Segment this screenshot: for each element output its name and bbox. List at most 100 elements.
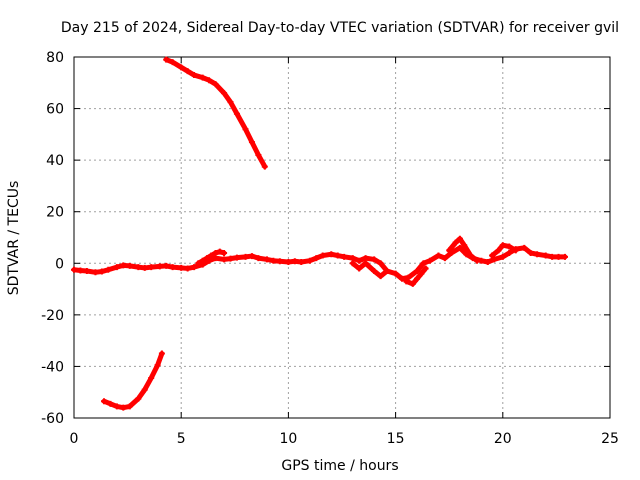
data-point: [156, 263, 163, 270]
data-point: [135, 395, 142, 402]
data-point: [221, 256, 228, 263]
axis-ticks: 0 5 10 15 20 25 -60 -40 -20 0 20 40 60 80: [41, 50, 619, 447]
data-point: [248, 139, 255, 146]
data-point: [233, 110, 240, 117]
data-point: [467, 252, 474, 259]
x-tick-label: 15: [387, 431, 405, 447]
chart-title: Day 215 of 2024, Sidereal Day-to-day VTE…: [61, 20, 619, 36]
data-point: [334, 252, 341, 259]
data-point: [377, 260, 384, 267]
data-point: [248, 253, 255, 260]
data-point: [506, 249, 513, 256]
series-wave-d: [446, 235, 481, 264]
x-axis-label: GPS time / hours: [281, 458, 398, 474]
data-point: [349, 260, 356, 267]
data-point: [221, 249, 228, 256]
data-point: [242, 253, 249, 260]
data-point: [561, 253, 568, 260]
data-point: [495, 247, 502, 254]
data-point: [212, 249, 219, 256]
data-point: [77, 267, 84, 274]
series-wave-e: [489, 242, 519, 259]
data-point: [441, 255, 448, 262]
data-point: [362, 255, 369, 262]
x-tick-label: 0: [70, 431, 79, 447]
data-point: [120, 262, 127, 269]
series-wave-b: [349, 260, 391, 280]
data-point: [446, 247, 453, 254]
data-point: [306, 257, 313, 264]
data-point: [212, 255, 219, 262]
data-point: [101, 398, 108, 405]
data-point: [349, 255, 356, 262]
data-point: [221, 90, 228, 97]
data-point: [113, 264, 120, 271]
y-tick-label: 60: [46, 102, 64, 118]
data-point: [356, 265, 363, 272]
data-point: [199, 74, 206, 81]
data-point: [356, 257, 363, 264]
data-point: [255, 255, 262, 262]
data-point: [298, 258, 305, 265]
data-point: [105, 266, 112, 273]
data-point: [233, 254, 240, 261]
data-point: [263, 256, 270, 263]
data-point: [71, 266, 77, 273]
data-point: [403, 278, 410, 285]
data-point: [555, 253, 562, 260]
data-point: [452, 239, 459, 246]
data-point: [270, 257, 277, 264]
data-point: [169, 59, 176, 66]
data-point: [208, 252, 215, 259]
data-point: [178, 64, 185, 71]
data-point: [184, 68, 191, 75]
data-point: [461, 242, 468, 249]
data-point: [184, 265, 191, 272]
data-point: [399, 275, 406, 282]
y-axis-label: SDTVAR / TECUs: [6, 181, 22, 296]
data-point: [422, 265, 429, 272]
data-point: [371, 268, 378, 275]
data-point: [362, 260, 369, 267]
data-point: [409, 280, 416, 287]
y-tick-label: 40: [46, 153, 64, 169]
y-tick-label: -60: [41, 411, 64, 427]
data-point: [384, 268, 391, 275]
data-point: [484, 258, 491, 265]
plot-frame: [73, 56, 611, 419]
data-point: [163, 262, 170, 269]
data-point: [499, 242, 506, 249]
data-point: [542, 252, 549, 259]
data-point: [328, 251, 335, 258]
data-point: [255, 151, 262, 158]
data-point: [199, 257, 206, 264]
data-point: [141, 264, 148, 271]
series-wave-c: [403, 265, 429, 287]
data-point: [512, 247, 519, 254]
data-point: [276, 258, 283, 265]
data-point: [163, 56, 170, 63]
data-point: [191, 264, 198, 271]
data-point: [148, 264, 155, 271]
data-point: [126, 403, 133, 410]
data-point: [377, 273, 384, 280]
data-point: [203, 255, 210, 262]
data-point: [489, 252, 496, 259]
data-point: [392, 270, 399, 277]
data-point: [120, 404, 127, 411]
data-point: [83, 268, 90, 275]
y-tick-label: 0: [55, 256, 64, 272]
data-point: [126, 262, 133, 269]
data-point: [313, 255, 320, 262]
data-point: [154, 362, 161, 369]
data-point: [98, 268, 105, 275]
data-point: [435, 252, 442, 259]
data-point: [141, 386, 148, 393]
data-point: [216, 248, 223, 255]
data-point: [341, 253, 348, 260]
x-tick-label: 25: [601, 431, 619, 447]
data-point: [534, 251, 541, 258]
data-point: [521, 244, 528, 251]
y-tick-label: 20: [46, 205, 64, 221]
data-point: [135, 264, 142, 271]
